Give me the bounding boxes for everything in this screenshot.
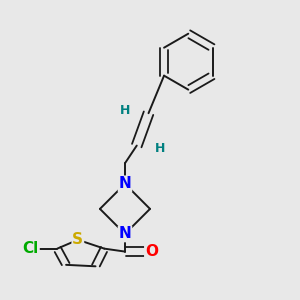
Text: S: S — [72, 232, 83, 247]
Text: H: H — [120, 104, 130, 117]
Text: N: N — [118, 226, 131, 242]
Text: N: N — [118, 176, 131, 191]
Text: H: H — [155, 142, 166, 155]
Text: Cl: Cl — [22, 241, 39, 256]
Text: O: O — [145, 244, 158, 259]
